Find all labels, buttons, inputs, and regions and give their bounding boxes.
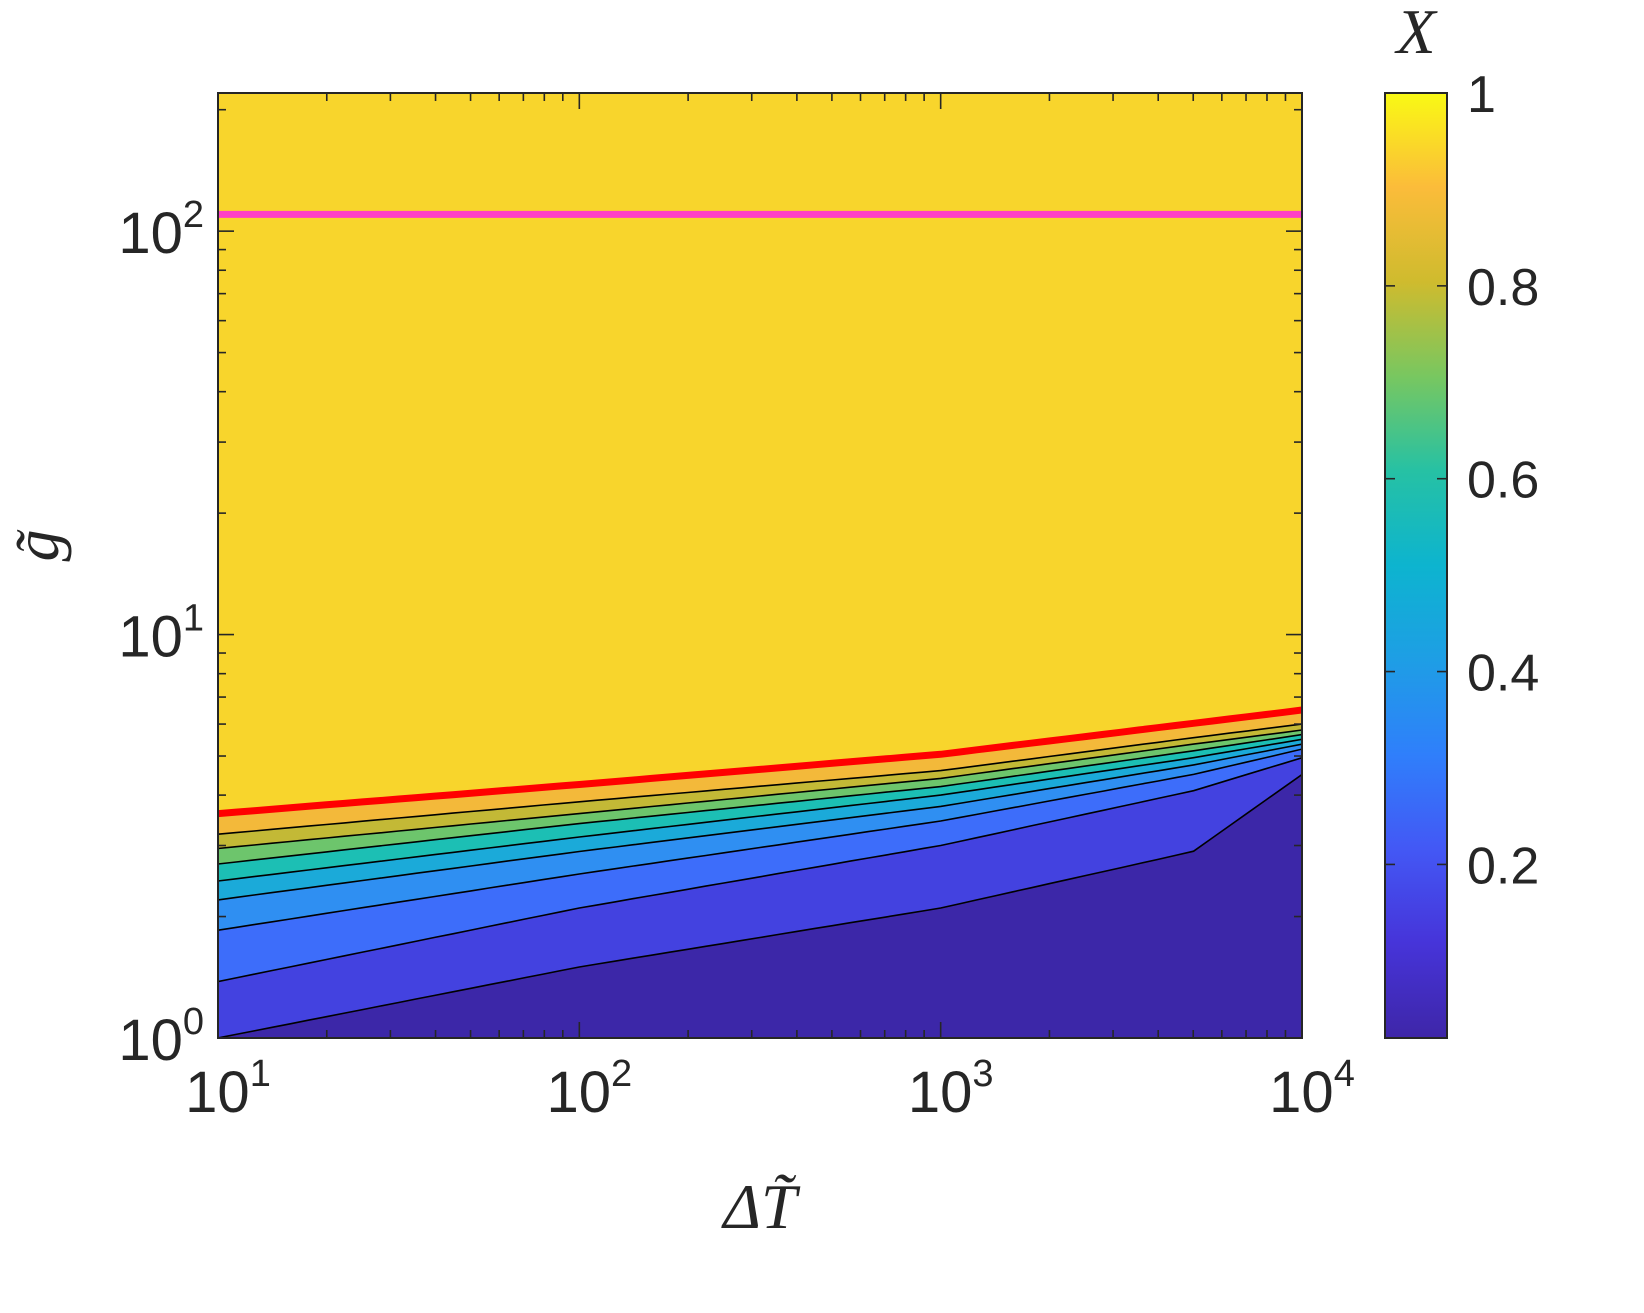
plot-area <box>218 93 1302 1038</box>
colorbar-gradient <box>1384 92 1448 1039</box>
y-axis-title: g̃ <box>1 529 72 562</box>
x-axis-title: ΔT̃ <box>720 1171 801 1242</box>
y-tick-label: 101 <box>118 598 204 670</box>
colorbar-tick-label: 0.8 <box>1467 259 1539 317</box>
axes-frame <box>217 92 1303 1039</box>
colorbar-tick-label: 1 <box>1467 66 1496 124</box>
colorbar-title: X <box>1393 0 1438 67</box>
contour-line-0.55 <box>218 733 1302 865</box>
contour-band-0.05 <box>218 774 1302 1038</box>
axis-ticks <box>217 93 1303 1039</box>
overlay-line-0 <box>218 706 1302 818</box>
colorbar-tick-label: 0.2 <box>1467 837 1539 895</box>
y-tick-label: 102 <box>118 194 204 266</box>
y-tick-label: 100 <box>118 1001 204 1073</box>
x-tick-label: 104 <box>1269 1053 1355 1125</box>
x-tick-label: 102 <box>547 1053 633 1125</box>
x-tick-label: 103 <box>908 1053 994 1125</box>
contour-line-0.75 <box>218 723 1302 835</box>
contour-line-0.65 <box>218 729 1302 850</box>
contour-line-0.25 <box>218 748 1302 931</box>
contour-line-0.45 <box>218 738 1302 882</box>
x-tick-label: 101 <box>185 1053 271 1125</box>
colorbar-tick-label: 0.4 <box>1467 645 1539 703</box>
plot-frame <box>217 92 1303 1039</box>
colorbar-tick-label: 0.6 <box>1467 452 1539 510</box>
contour-line-0.05 <box>218 773 1302 1038</box>
colorbar: 0.2 0.4 0.6 0.8 1X <box>1384 0 1539 1039</box>
contour-line-0.35 <box>218 743 1302 901</box>
contour-line-0.15 <box>218 757 1302 983</box>
